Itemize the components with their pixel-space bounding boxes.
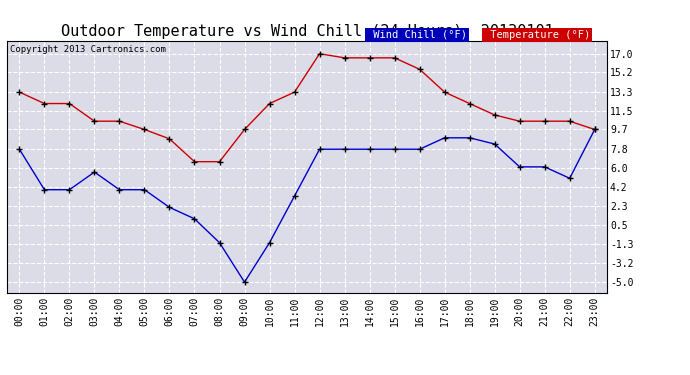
Text: Wind Chill (°F): Wind Chill (°F) [367,30,467,40]
Text: Copyright 2013 Cartronics.com: Copyright 2013 Cartronics.com [10,45,166,54]
Text: Temperature (°F): Temperature (°F) [484,30,591,40]
Title: Outdoor Temperature vs Wind Chill (24 Hours)  20130101: Outdoor Temperature vs Wind Chill (24 Ho… [61,24,553,39]
